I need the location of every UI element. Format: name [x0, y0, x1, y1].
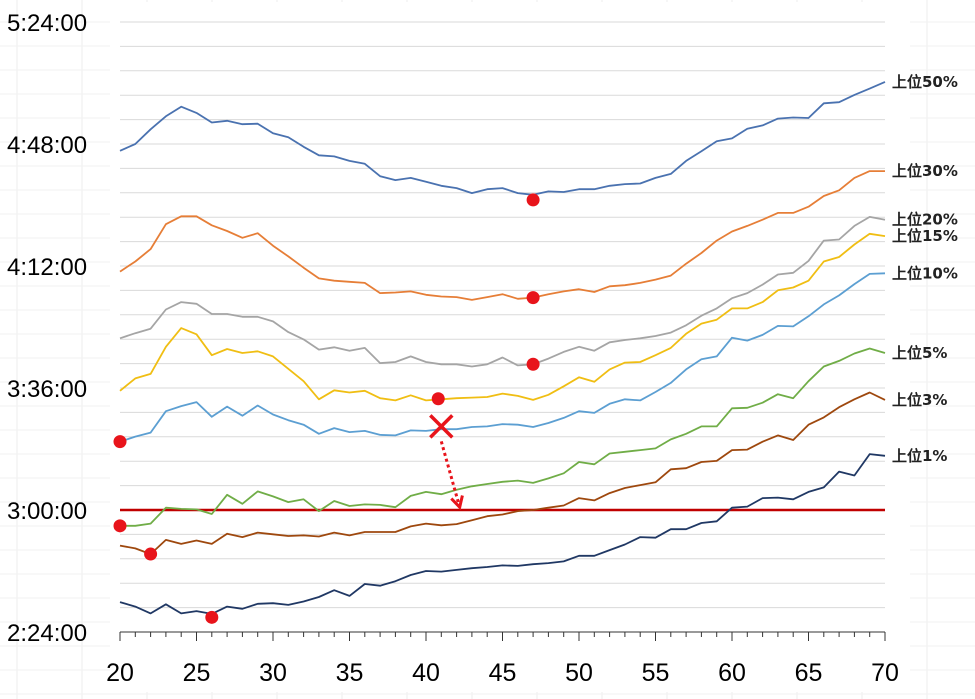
- red-marker: [431, 392, 445, 406]
- dotted-arrow-head: [450, 495, 464, 511]
- y-tick-label: 5:24:00: [7, 10, 87, 37]
- x-tick-label: 30: [259, 659, 287, 687]
- series-line-top-1: [119, 453, 886, 615]
- x-tick-label: 25: [183, 659, 211, 687]
- red-marker: [526, 193, 540, 207]
- series-label-top-15: 上位15%: [892, 227, 958, 245]
- marker-layer: [113, 193, 540, 624]
- x-tick-label: 35: [336, 659, 364, 687]
- annotation-layer: [429, 414, 464, 511]
- series-label-top-3: 上位3%: [892, 391, 947, 409]
- series-line-top-3: [119, 391, 886, 555]
- axis-layer: 2:24:00 3:00:00 3:36:00 4:12:00 4:48:00 5:24:…: [7, 10, 899, 687]
- y-tick-label: 3:00:00: [7, 498, 87, 525]
- series-label-top-5: 上位5%: [892, 344, 947, 362]
- x-tick-label: 55: [642, 659, 670, 687]
- y-tick-label: 3:36:00: [7, 376, 87, 403]
- series-line-top-15: [119, 232, 886, 402]
- series-layer: [119, 81, 886, 615]
- x-tick-label: 45: [489, 659, 517, 687]
- dotted-arrow-shaft: [439, 441, 462, 508]
- y-tick-label: 2:24:00: [7, 620, 87, 647]
- red-marker: [113, 519, 127, 533]
- series-line-top-50: [119, 81, 886, 196]
- x-tick-label: 50: [565, 659, 593, 687]
- x-tick-label: 20: [106, 659, 134, 687]
- series-label-top-30: 上位30%: [892, 162, 958, 180]
- cross-mark: [429, 414, 454, 439]
- series-line-top-30: [119, 170, 885, 301]
- y-tick-label: 4:12:00: [7, 254, 87, 281]
- red-marker: [526, 357, 540, 371]
- x-tick-label: 70: [871, 659, 899, 687]
- red-marker: [113, 435, 127, 449]
- red-marker: [205, 610, 219, 624]
- series-line-top-20: [119, 215, 886, 368]
- red-marker: [526, 291, 540, 305]
- series-labels: 上位50% 上位30% 上位20%上位15% 上位10% 上位5% 上位3% 上位1%: [892, 73, 958, 465]
- series-label-top-1: 上位1%: [892, 447, 947, 465]
- x-tick-label: 40: [412, 659, 440, 687]
- x-tick-label: 65: [795, 659, 823, 687]
- series-line-top-5: [120, 347, 886, 527]
- x-tick-label: 60: [718, 659, 746, 687]
- plot-area: [110, 2, 910, 692]
- red-marker: [144, 547, 158, 561]
- series-label-top-20: 上位20%: [892, 211, 958, 229]
- series-line-top-10: [119, 272, 886, 443]
- y-tick-label: 4:48:00: [7, 132, 87, 159]
- series-label-top-50: 上位50%: [892, 73, 958, 91]
- series-label-top-10: 上位10%: [892, 264, 958, 282]
